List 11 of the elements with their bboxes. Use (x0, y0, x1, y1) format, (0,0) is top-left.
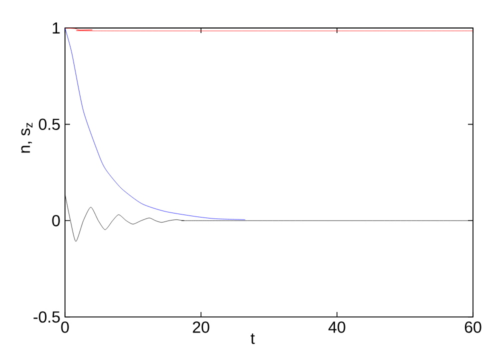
line-series (65, 28, 246, 220)
y-tick-label: 1 (52, 22, 60, 34)
y-tick-label: 0 (52, 214, 60, 226)
x-axis-title: t (250, 334, 255, 344)
x-tick-label: 0 (61, 322, 69, 333)
y-tick-label: -0.5 (34, 311, 60, 323)
x-tick-label: 20 (192, 322, 210, 333)
x-tick-label: 40 (328, 322, 346, 333)
x-tick-label: 60 (464, 322, 482, 333)
y-tick-label: 0.5 (38, 118, 60, 130)
y-axis-title: n, s$_{z}$ (21, 122, 32, 153)
